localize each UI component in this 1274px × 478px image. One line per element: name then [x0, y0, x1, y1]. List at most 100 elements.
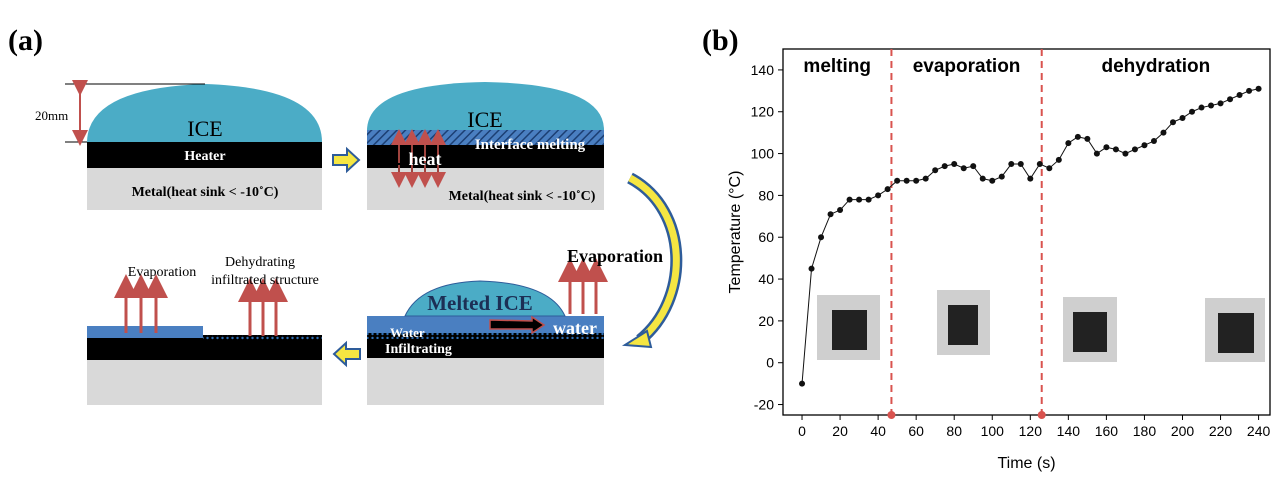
point: [1237, 92, 1243, 98]
point: [1075, 134, 1081, 140]
point: [1141, 142, 1147, 148]
x-tick-label: 200: [1171, 423, 1195, 439]
step-3: Evaporation Melted ICE water Water Infil…: [367, 246, 663, 405]
x-tick-label: 120: [1019, 423, 1043, 439]
y-tick-label: 120: [751, 104, 775, 120]
interface-label: Interface melting: [475, 137, 586, 153]
point: [799, 381, 805, 387]
water-layer: [87, 326, 203, 338]
y-tick-label: 60: [758, 229, 774, 245]
phase-label: melting: [803, 56, 871, 77]
page: (a) (b) 20mm ICE Heater Metal(heat sink …: [0, 0, 1274, 473]
phase-boundary-dot: [887, 411, 895, 419]
point: [828, 211, 834, 217]
point: [1037, 161, 1043, 167]
evaporation-label: Evaporation: [567, 246, 663, 266]
x-tick-label: 80: [946, 423, 962, 439]
point: [923, 176, 929, 182]
x-tick-label: 140: [1057, 423, 1081, 439]
point: [1170, 119, 1176, 125]
point: [866, 197, 872, 203]
x-tick-label: 160: [1095, 423, 1119, 439]
y-tick-label: 140: [751, 62, 775, 78]
point: [875, 192, 881, 198]
x-tick-label: 240: [1247, 423, 1271, 439]
point: [885, 186, 891, 192]
point: [1094, 151, 1100, 157]
x-tick-label: 100: [981, 423, 1005, 439]
point: [1027, 176, 1033, 182]
x-tick-label: 60: [908, 423, 924, 439]
step-4: Evaporation Dehydrating infiltrated stru…: [87, 255, 322, 405]
y-tick-label: -20: [754, 397, 774, 413]
point: [837, 207, 843, 213]
metal-label: Metal(heat sink < -10˚C): [132, 185, 279, 200]
water-label: Water: [390, 325, 425, 340]
point: [970, 163, 976, 169]
heater: [87, 338, 322, 360]
evaporation-label: Evaporation: [128, 265, 196, 280]
curved-arrow-head: [625, 331, 651, 347]
point: [1179, 115, 1185, 121]
point: [1208, 102, 1214, 108]
step-1: 20mm ICE Heater Metal(heat sink < -10˚C): [35, 84, 322, 210]
point: [1151, 138, 1157, 144]
y-tick-label: 80: [758, 187, 774, 203]
y-tick-label: 40: [758, 271, 774, 287]
structure-label: infiltrated structure: [211, 273, 319, 288]
point: [913, 178, 919, 184]
ice-label: ICE: [467, 107, 502, 132]
phase-label: evaporation: [913, 56, 1021, 77]
point: [951, 161, 957, 167]
y-tick-label: 20: [758, 313, 774, 329]
y-axis-title: Temperature (°C): [727, 171, 744, 294]
point: [961, 165, 967, 171]
point: [1113, 146, 1119, 152]
x-axis-title: Time (s): [997, 455, 1055, 472]
y-tick-label: 100: [751, 146, 775, 162]
point: [1046, 165, 1052, 171]
infiltrating-label: Infiltrating: [385, 342, 452, 357]
flow-arrow: [334, 343, 360, 365]
point: [1065, 140, 1071, 146]
y-tick-label: 0: [766, 355, 774, 371]
point: [856, 197, 862, 203]
ice-label: Melted ICE: [427, 291, 533, 315]
point: [980, 176, 986, 182]
point: [1218, 100, 1224, 106]
x-tick-label: 40: [870, 423, 886, 439]
metal: [367, 358, 604, 405]
point: [1084, 136, 1090, 142]
point: [1160, 130, 1166, 136]
point: [1103, 144, 1109, 150]
point: [989, 178, 995, 184]
dimension: 20mm: [35, 108, 68, 123]
step-2: ICE Interface melting heat Metal(heat si…: [367, 82, 604, 210]
point: [1018, 161, 1024, 167]
point: [942, 163, 948, 169]
heater-label: Heater: [184, 149, 225, 164]
point: [1122, 151, 1128, 157]
x-tick-label: 220: [1209, 423, 1233, 439]
panel-label: (a): [8, 24, 43, 57]
point: [999, 174, 1005, 180]
point: [818, 234, 824, 240]
point: [1246, 88, 1252, 94]
heat-label: heat: [409, 149, 442, 169]
point: [1008, 161, 1014, 167]
point: [1227, 96, 1233, 102]
x-tick-label: 0: [798, 423, 806, 439]
phase-label: dehydration: [1101, 56, 1210, 77]
point: [1056, 157, 1062, 163]
point: [1256, 86, 1262, 92]
point: [1132, 146, 1138, 152]
flow-arrow: [333, 149, 359, 171]
panel-label: (b): [702, 24, 739, 57]
ice-label: ICE: [187, 116, 222, 141]
point: [904, 178, 910, 184]
dehydrating-label: Dehydrating: [225, 255, 295, 270]
phase-boundary-dot: [1038, 411, 1046, 419]
x-tick-label: 180: [1133, 423, 1157, 439]
metal: [87, 360, 322, 405]
x-tick-label: 20: [832, 423, 848, 439]
